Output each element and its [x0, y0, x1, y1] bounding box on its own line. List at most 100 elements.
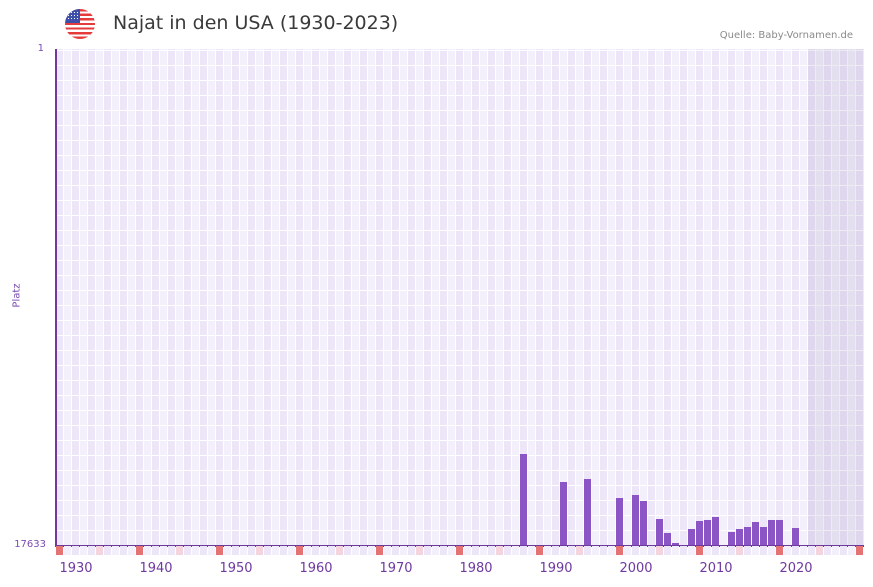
grid-column: [200, 49, 208, 545]
strip-cell: [368, 546, 375, 555]
strip-cell: [280, 546, 287, 555]
strip-cell: [208, 546, 215, 555]
grid-column: [80, 49, 88, 545]
bar-2014[interactable]: [744, 527, 751, 545]
bar-1986[interactable]: [520, 454, 527, 545]
bar-2013[interactable]: [736, 529, 743, 545]
strip-cell: [104, 546, 111, 555]
bar-2001[interactable]: [640, 501, 647, 545]
bar-2015[interactable]: [752, 522, 759, 545]
grid-column: [160, 49, 168, 545]
decade-marker: [216, 546, 223, 555]
grid-column: [552, 49, 560, 545]
half-decade-marker: [576, 546, 583, 555]
y-top-label: 1: [37, 43, 44, 54]
strip-cell: [408, 546, 415, 555]
strip-cell: [360, 546, 367, 555]
bar-1991[interactable]: [560, 482, 567, 545]
grid-column: [248, 49, 256, 545]
x-tick-label: 1980: [459, 561, 493, 576]
grid-column: [784, 49, 792, 545]
half-decade-marker: [96, 546, 103, 555]
strip-cell: [344, 546, 351, 555]
half-decade-marker: [176, 546, 183, 555]
grid-column: [728, 49, 736, 545]
strip-cell: [840, 546, 847, 555]
bar-2004[interactable]: [664, 533, 671, 545]
bar-2007[interactable]: [688, 529, 695, 545]
grid-column: [304, 49, 312, 545]
strip-cell: [192, 546, 199, 555]
grid-column: [352, 49, 360, 545]
strip-cell: [528, 546, 535, 555]
grid-column: [816, 49, 824, 545]
strip-cell: [648, 546, 655, 555]
grid-column: [512, 49, 520, 545]
bar-1994[interactable]: [584, 479, 591, 545]
bar-2020[interactable]: [792, 528, 799, 545]
bar-2009[interactable]: [704, 520, 711, 545]
strip-cell: [288, 546, 295, 555]
strip-cell: [632, 546, 639, 555]
bar-2012[interactable]: [728, 532, 735, 545]
grid-column: [64, 49, 72, 545]
half-decade-marker: [656, 546, 663, 555]
bar-1998[interactable]: [616, 498, 623, 545]
strip-cell: [160, 546, 167, 555]
bar-2017[interactable]: [768, 520, 775, 545]
future-shade: [808, 49, 864, 545]
x-tick-label: 1940: [139, 561, 173, 576]
half-decade-marker: [256, 546, 263, 555]
grid-column: [456, 49, 464, 545]
grid-column: [840, 49, 848, 545]
strip-cell: [720, 546, 727, 555]
strip-cell: [320, 546, 327, 555]
grid-column: [240, 49, 248, 545]
bar-2010[interactable]: [712, 517, 719, 545]
bar-2003[interactable]: [656, 519, 663, 545]
strip-cell: [744, 546, 751, 555]
strip-cell: [400, 546, 407, 555]
decade-marker: [56, 546, 63, 555]
strip-cell: [384, 546, 391, 555]
y-bottom-label: 17633: [14, 539, 46, 550]
bar-2016[interactable]: [760, 527, 767, 545]
decade-marker: [376, 546, 383, 555]
grid-column: [112, 49, 120, 545]
x-tick-label: 1930: [59, 561, 93, 576]
source-credit: Quelle: Baby-Vornamen.de: [719, 30, 853, 41]
strip-cell: [248, 546, 255, 555]
strip-cell: [704, 546, 711, 555]
grid-column: [408, 49, 416, 545]
strip-cell: [832, 546, 839, 555]
decade-marker: [616, 546, 623, 555]
bar-2008[interactable]: [696, 521, 703, 545]
grid-column: [776, 49, 784, 545]
grid-column: [648, 49, 656, 545]
bar-2018[interactable]: [776, 520, 783, 545]
grid-column: [256, 49, 264, 545]
grid-column: [544, 49, 552, 545]
strip-cell: [792, 546, 799, 555]
strip-cell: [440, 546, 447, 555]
half-decade-marker: [816, 546, 823, 555]
strip-cell: [88, 546, 95, 555]
strip-cell: [80, 546, 87, 555]
strip-cell: [608, 546, 615, 555]
strip-cell: [168, 546, 175, 555]
x-tick-label: 1960: [299, 561, 333, 576]
grid-column: [576, 49, 584, 545]
grid-column: [120, 49, 128, 545]
bar-2000[interactable]: [632, 495, 639, 545]
grid-column: [584, 49, 592, 545]
strip-cell: [688, 546, 695, 555]
grid-column: [800, 49, 808, 545]
strip-cell: [504, 546, 511, 555]
strip-cell: [312, 546, 319, 555]
grid-column: [264, 49, 272, 545]
decade-marker: [296, 546, 303, 555]
grid-column: [688, 49, 696, 545]
bar-2005[interactable]: [672, 543, 679, 545]
strip-cell: [328, 546, 335, 555]
strip-cell: [224, 546, 231, 555]
